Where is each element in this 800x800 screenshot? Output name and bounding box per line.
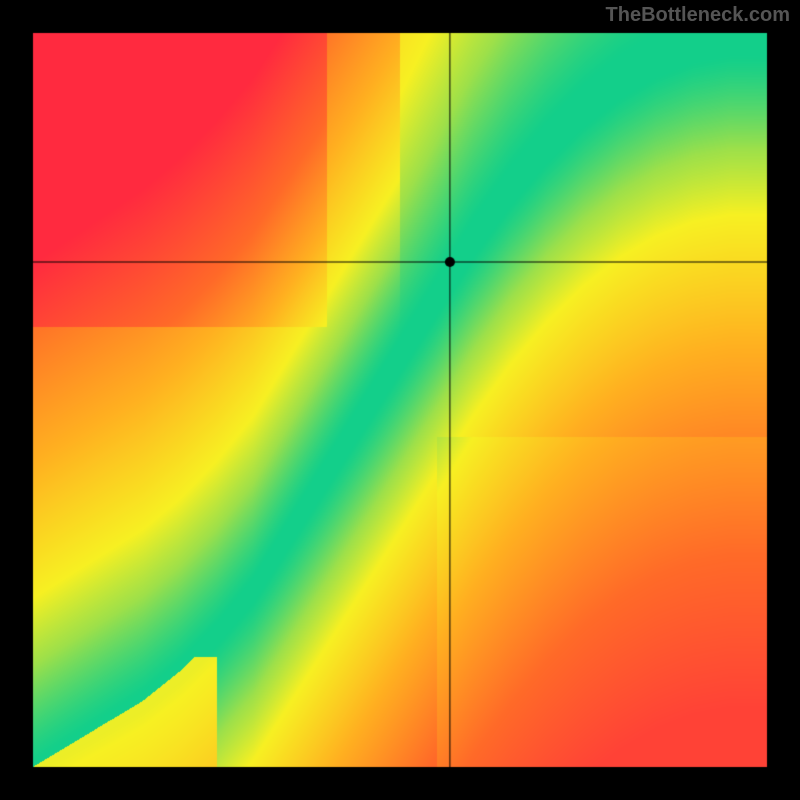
bottleneck-heatmap bbox=[0, 0, 800, 800]
watermark-text: TheBottleneck.com bbox=[606, 4, 790, 27]
